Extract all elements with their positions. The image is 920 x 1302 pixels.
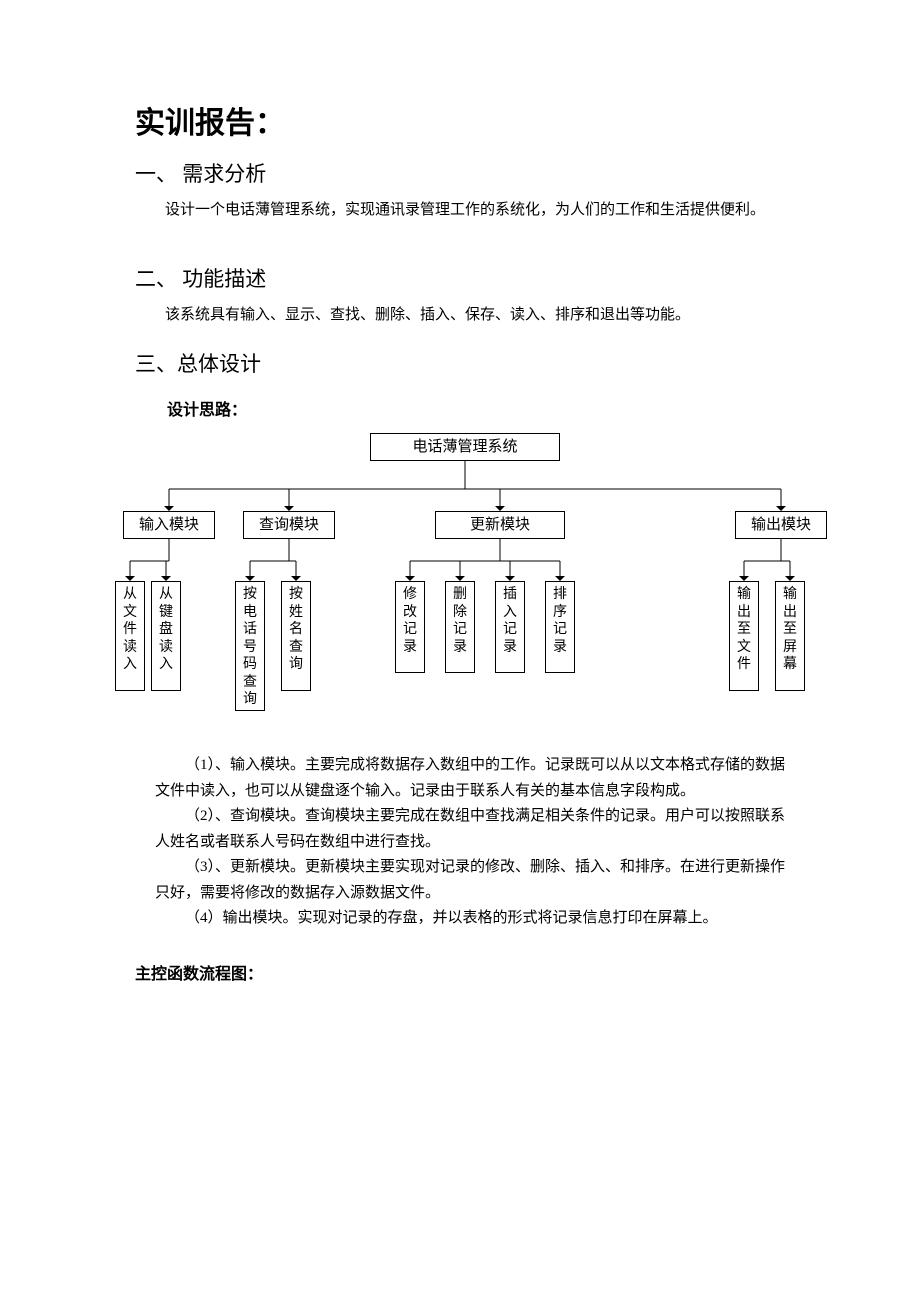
- diagram-leaf-m3-2: 插入记录: [495, 581, 525, 673]
- module-desc-2: （2）、查询模块。查询模块主要完成在数组中查找满足相关条件的记录。用户可以按照联…: [135, 804, 800, 855]
- diagram-leaf-m3-1: 删除记录: [445, 581, 475, 673]
- section-1-body: 设计一个电话薄管理系统，实现通讯录管理工作的系统化，为人们的工作和生活提供便利。: [135, 198, 800, 224]
- section-1-heading: 一、 需求分析: [135, 158, 800, 192]
- diagram-root: 电话薄管理系统: [370, 433, 560, 461]
- module-descriptions: （1）、输入模块。主要完成将数据存入数组中的工作。记录既可以从以文本格式存储的数…: [135, 753, 800, 932]
- diagram-mid-0: 输入模块: [123, 511, 215, 539]
- diagram-leaf-m2-1: 按姓名查询: [281, 581, 311, 691]
- section-3-subheading: 设计思路：: [167, 398, 800, 424]
- diagram-leaf-m2-0: 按电话号码查询: [235, 581, 265, 711]
- section-2-body: 该系统具有输入、显示、查找、删除、插入、保存、读入、排序和退出等功能。: [135, 303, 800, 329]
- diagram-leaf-m3-0: 修改记录: [395, 581, 425, 673]
- diagram-mid-3: 输出模块: [735, 511, 827, 539]
- diagram-mid-1: 查询模块: [243, 511, 335, 539]
- section-3-heading: 三、总体设计: [135, 348, 800, 382]
- section-2-heading: 二、 功能描述: [135, 263, 800, 297]
- diagram-mid-2: 更新模块: [435, 511, 565, 539]
- diagram-leaf-m1-0: 从文件读入: [115, 581, 145, 691]
- diagram-leaf-m1-1: 从键盘读入: [151, 581, 181, 691]
- module-tree-diagram: 电话薄管理系统输入模块查询模块 更新模块 输出模块从文件读入从键盘读入 按电话号码查询…: [95, 433, 855, 733]
- module-desc-1: （1）、输入模块。主要完成将数据存入数组中的工作。记录既可以从以文本格式存储的数…: [135, 753, 800, 804]
- doc-title: 实训报告：: [135, 100, 800, 148]
- diagram-leaf-m4-0: 输出至文件: [729, 581, 759, 691]
- module-desc-4: （4）输出模块。实现对记录的存盘，并以表格的形式将记录信息打印在屏幕上。: [135, 906, 800, 932]
- diagram-leaf-m3-3: 排序记录: [545, 581, 575, 673]
- flowchart-heading: 主控函数流程图：: [135, 962, 800, 988]
- diagram-leaf-m4-1: 输出至屏幕: [775, 581, 805, 691]
- module-desc-3: （3）、更新模块。更新模块主要实现对记录的修改、删除、插入、和排序。在进行更新操…: [135, 855, 800, 906]
